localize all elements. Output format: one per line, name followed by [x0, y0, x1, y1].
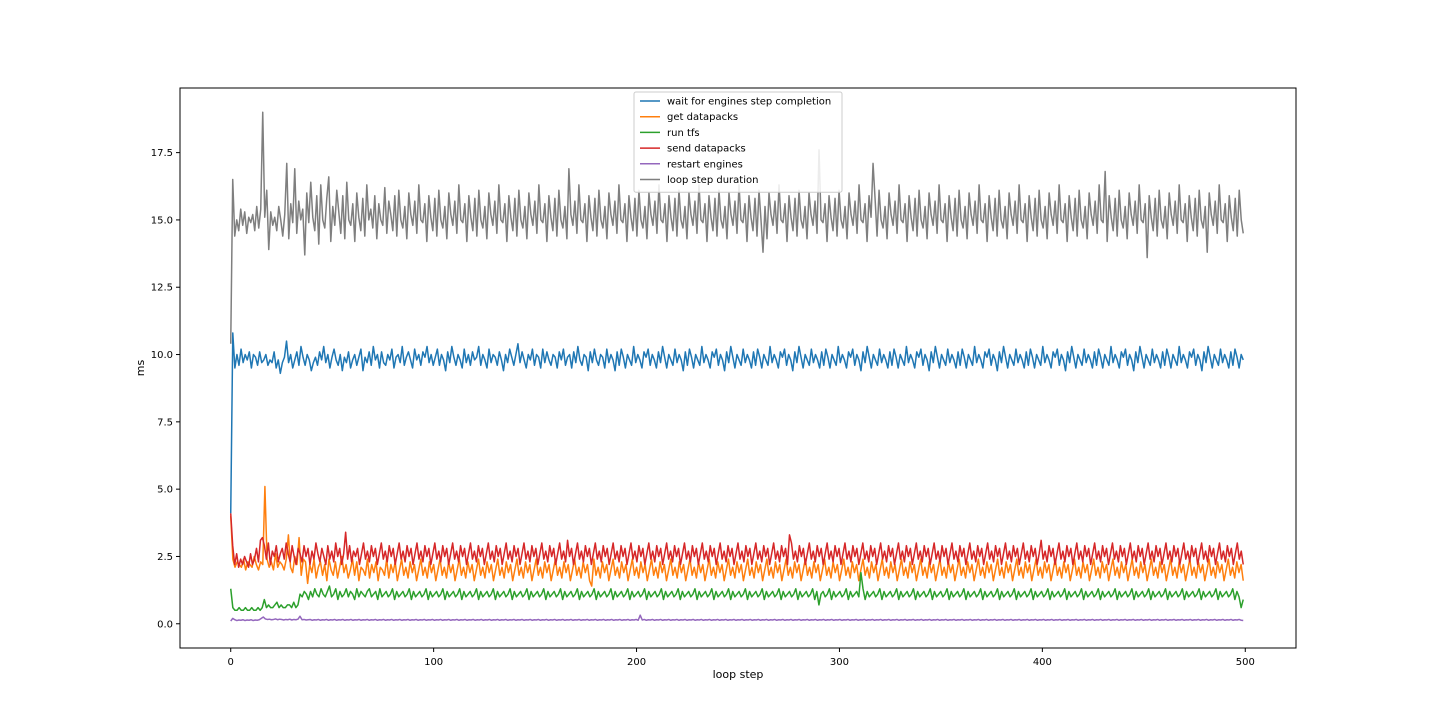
series-line-1 [229, 485, 1244, 587]
x-tick-label: 400 [1033, 657, 1052, 668]
legend-label: loop step duration [667, 175, 758, 186]
series-line-2 [229, 571, 1244, 612]
series-line-3 [229, 513, 1244, 568]
y-tick-label: 2.5 [157, 552, 173, 563]
y-tick-label: 12.5 [151, 283, 173, 294]
axes-frame [179, 87, 1297, 649]
x-axis-ticks: 0 100 200 300 400 500 [228, 648, 1255, 668]
legend-label: restart engines [667, 159, 743, 170]
series-line-0 [229, 332, 1244, 514]
legend-label: send datapacks [667, 144, 746, 155]
x-tick-label: 100 [424, 657, 443, 668]
series-line-4 [230, 614, 1244, 622]
series-line-5 [229, 111, 1244, 344]
x-tick-label: 0 [228, 657, 234, 668]
y-axis-ticks: 0.0 2.5 5.0 7.5 10.0 12.5 15.0 17.5 [151, 148, 180, 630]
y-tick-label: 10.0 [151, 350, 173, 361]
y-tick-label: 0.0 [157, 619, 173, 630]
y-tick-label: 7.5 [157, 417, 173, 428]
x-axis-label: loop step [713, 668, 764, 681]
legend-label: get datapacks [667, 112, 738, 123]
legend-label: wait for engines step completion [667, 97, 831, 108]
y-tick-label: 15.0 [151, 215, 173, 226]
x-tick-label: 500 [1236, 657, 1255, 668]
y-tick-label: 17.5 [151, 148, 173, 159]
legend-box [633, 91, 843, 193]
y-tick-label: 5.0 [157, 485, 173, 496]
legend-label: run tfs [667, 128, 700, 139]
series-layer [229, 111, 1244, 622]
x-tick-label: 200 [627, 657, 646, 668]
x-tick-label: 300 [830, 657, 849, 668]
legend: wait for engines step completion get data… [633, 91, 843, 193]
y-axis-label: ms [134, 360, 147, 377]
